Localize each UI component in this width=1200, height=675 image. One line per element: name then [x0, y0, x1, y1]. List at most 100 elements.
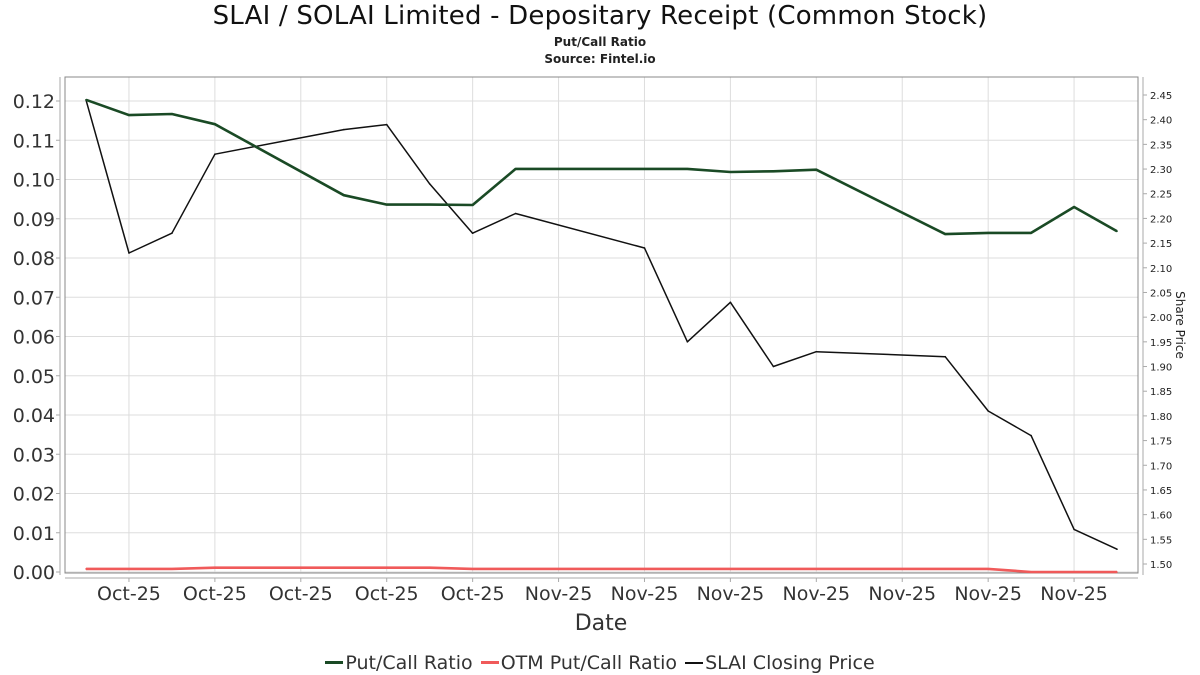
x-tick-label: Nov-25	[697, 583, 765, 605]
x-tick-label: Oct-25	[441, 583, 505, 605]
legend-item-closing-price[interactable]: SLAI Closing Price	[685, 652, 875, 674]
left-tick-label: 0.10	[13, 170, 55, 192]
legend-label: SLAI Closing Price	[705, 652, 875, 674]
data-point-put-call-ratio	[1116, 230, 1118, 233]
data-point-otm-put-call-ratio	[214, 566, 216, 569]
data-point-put-call-ratio	[987, 232, 989, 234]
data-point-put-call-ratio	[214, 123, 216, 125]
data-point-slai-closing-price	[772, 365, 775, 368]
right-tick-label: 2.40	[1150, 116, 1172, 127]
legend: Put/Call Ratio OTM Put/Call Ratio SLAI C…	[0, 647, 1200, 674]
data-point-put-call-ratio	[514, 168, 517, 170]
legend-swatch-otm-put-call-ratio	[480, 661, 499, 664]
right-tick-label: 2.15	[1150, 239, 1172, 250]
right-y-axis: 1.50 1.55 1.60 1.65 1.70 1.75 1.80 1.85 1.90 1.95…	[1142, 77, 1172, 575]
data-point-slai-closing-price	[815, 350, 818, 353]
x-tick-label: Oct-25	[269, 583, 333, 605]
left-tick-label: 0.07	[13, 287, 55, 309]
legend-swatch-closing-price	[685, 662, 704, 664]
data-point-slai-closing-price	[514, 212, 517, 215]
x-tick-label: Oct-25	[183, 583, 247, 605]
right-tick-label: 1.80	[1150, 412, 1172, 423]
right-tick-label: 2.25	[1150, 190, 1172, 201]
data-point-put-call-ratio	[128, 114, 130, 116]
data-point-slai-closing-price	[428, 183, 431, 185]
left-tick-label: 0.04	[13, 405, 55, 427]
x-tick-label: Oct-25	[97, 583, 161, 605]
data-point-put-call-ratio	[385, 203, 388, 206]
x-tick-label: Nov-25	[868, 583, 936, 605]
right-tick-label: 1.90	[1150, 363, 1172, 374]
legend-item-put-call-ratio[interactable]: Put/Call Ratio	[325, 651, 473, 674]
data-point-slai-closing-price	[686, 341, 689, 343]
data-point-otm-put-call-ratio	[643, 568, 646, 570]
data-point-slai-closing-price	[1030, 434, 1032, 437]
data-point-otm-put-call-ratio	[772, 568, 775, 570]
data-point-put-call-ratio	[643, 168, 646, 170]
x-tick-label: Nov-25	[1040, 583, 1108, 605]
right-tick-label: 1.70	[1150, 461, 1172, 472]
data-point-slai-closing-price	[214, 153, 216, 155]
left-tick-label: 0.00	[13, 562, 55, 584]
data-point-otm-put-call-ratio	[686, 568, 689, 570]
data-point-otm-put-call-ratio	[128, 568, 130, 570]
data-point-slai-closing-price	[944, 355, 946, 358]
right-tick-label: 2.20	[1150, 214, 1172, 225]
left-tick-label: 0.06	[13, 327, 55, 349]
data-point-otm-put-call-ratio	[729, 568, 732, 570]
data-point-put-call-ratio	[1030, 232, 1032, 234]
x-tick-label: Nov-25	[954, 583, 1022, 605]
legend-label: Put/Call Ratio	[345, 651, 473, 674]
legend-swatch-put-call-ratio	[325, 661, 344, 664]
left-y-axis: 0.00 0.01 0.02 0.03 0.04 0.05 0.06 0.07 0.08 0.09…	[13, 77, 61, 584]
data-point-otm-put-call-ratio	[471, 568, 474, 570]
data-point-slai-closing-price	[643, 247, 646, 249]
data-point-otm-put-call-ratio	[343, 566, 345, 569]
legend-item-otm-put-call-ratio[interactable]: OTM Put/Call Ratio	[480, 651, 678, 674]
data-point-put-call-ratio	[471, 204, 474, 206]
x-axis: Oct-25 Oct-25 Oct-25 Oct-25 Oct-25 Nov-25 Nov-…	[65, 577, 1138, 605]
right-tick-label: 2.35	[1150, 140, 1172, 151]
chart-title: SLAI / SOLAI Limited - Depositary Receip…	[212, 1, 988, 31]
right-tick-label: 2.10	[1150, 264, 1172, 275]
left-tick-label: 0.05	[13, 366, 55, 388]
right-tick-label: 1.75	[1150, 437, 1172, 448]
data-point-otm-put-call-ratio	[1073, 571, 1075, 573]
right-tick-label: 1.95	[1150, 338, 1172, 349]
data-point-slai-closing-price	[128, 252, 130, 254]
data-point-put-call-ratio	[729, 171, 732, 173]
data-point-put-call-ratio	[815, 168, 818, 171]
data-point-put-call-ratio	[343, 194, 345, 196]
data-point-otm-put-call-ratio	[1116, 571, 1118, 573]
left-tick-label: 0.02	[13, 484, 55, 506]
plot-frame	[64, 76, 1139, 574]
data-point-slai-closing-price	[1116, 548, 1118, 550]
x-tick-label: Nov-25	[783, 583, 851, 605]
right-tick-label: 1.50	[1150, 560, 1172, 571]
legend-label: OTM Put/Call Ratio	[500, 651, 678, 674]
data-point-otm-put-call-ratio	[944, 568, 946, 570]
left-tick-label: 0.03	[13, 444, 55, 466]
series-line-slai-closing-price	[85, 99, 1118, 550]
x-tick-label: Nov-25	[525, 583, 593, 605]
right-tick-label: 1.85	[1150, 387, 1172, 398]
right-tick-label: 2.45	[1150, 91, 1172, 102]
data-point-otm-put-call-ratio	[1030, 571, 1032, 573]
left-tick-label: 0.08	[13, 248, 55, 270]
data-point-put-call-ratio	[772, 170, 775, 173]
left-tick-label: 0.09	[13, 209, 55, 231]
series-line-otm-put-call-ratio	[86, 566, 1117, 574]
right-tick-label: 1.55	[1150, 535, 1172, 546]
right-tick-label: 2.00	[1150, 313, 1172, 324]
data-point-slai-closing-price	[471, 232, 474, 234]
right-tick-label: 1.65	[1150, 486, 1172, 497]
data-point-put-call-ratio	[944, 233, 946, 235]
data-point-otm-put-call-ratio	[385, 566, 388, 569]
data-point-put-call-ratio	[428, 203, 431, 206]
series-line-put-call-ratio	[85, 98, 1118, 236]
right-tick-label: 2.30	[1150, 165, 1172, 176]
data-point-otm-put-call-ratio	[514, 568, 517, 570]
data-point-slai-closing-price	[1073, 528, 1075, 531]
x-tick-label: Nov-25	[611, 583, 679, 605]
